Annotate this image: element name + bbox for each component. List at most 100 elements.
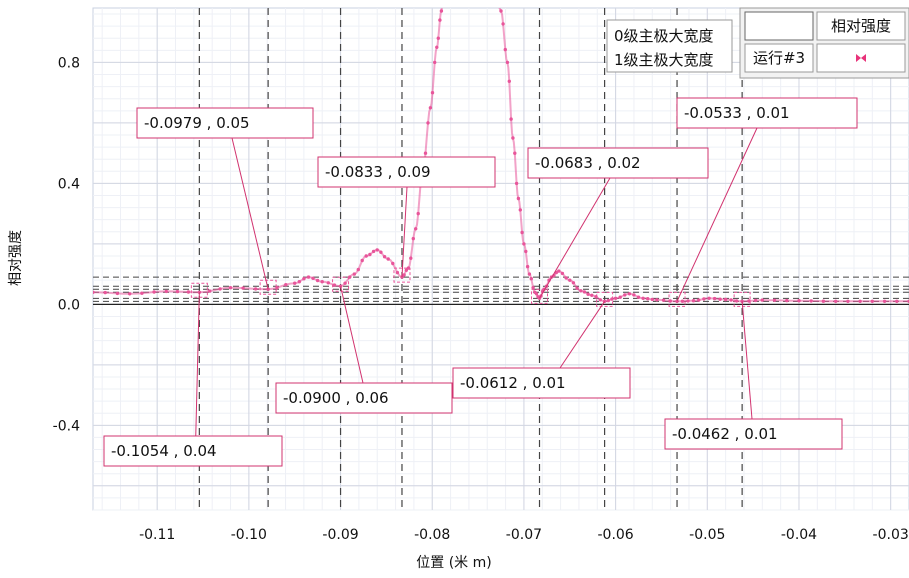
x-tick-labels: -0.11 -0.10 -0.09 -0.08 -0.07 -0.06 -0.05 -0.04… bbox=[139, 527, 909, 543]
data-point bbox=[846, 299, 850, 303]
series-group bbox=[93, 8, 909, 303]
annotation-leader bbox=[559, 301, 606, 369]
data-point bbox=[356, 267, 360, 272]
data-point bbox=[560, 271, 565, 276]
mode-label-box: 0级主极大宽度 1级主极大宽度 bbox=[606, 19, 733, 73]
annotation-label: -0.0683 , 0.02 bbox=[535, 154, 641, 172]
data-point bbox=[834, 299, 838, 303]
data-point bbox=[529, 277, 533, 281]
data-point bbox=[371, 249, 376, 254]
legend-color-swatch[interactable] bbox=[744, 11, 814, 41]
data-point bbox=[364, 254, 368, 258]
y-axis-title: 相对强度 bbox=[8, 230, 24, 286]
data-point bbox=[306, 275, 311, 279]
x-tick-label: -0.11 bbox=[139, 527, 175, 543]
data-point bbox=[627, 292, 632, 296]
x-axis-title: 位置 (米 m) bbox=[416, 555, 491, 571]
series-line bbox=[93, 8, 909, 303]
data-point bbox=[253, 287, 258, 291]
data-point bbox=[115, 291, 120, 296]
data-point bbox=[302, 277, 306, 281]
data-point bbox=[140, 291, 144, 295]
data-point bbox=[613, 296, 618, 300]
annotation-label: -0.0900 , 0.06 bbox=[283, 389, 389, 407]
data-point bbox=[402, 273, 406, 277]
data-point bbox=[375, 248, 379, 252]
data-point bbox=[360, 258, 364, 263]
data-point bbox=[691, 299, 696, 303]
data-point bbox=[882, 299, 887, 303]
data-point bbox=[368, 252, 372, 257]
data-point bbox=[409, 256, 413, 260]
x-tick-label: -0.05 bbox=[689, 527, 725, 543]
data-point bbox=[507, 79, 511, 84]
mode-label-1: 1级主极大宽度 bbox=[614, 51, 714, 69]
data-point bbox=[641, 296, 645, 300]
y-tick-labels: -0.4 0.0 0.4 0.8 bbox=[53, 55, 80, 434]
x-tick-label: -0.04 bbox=[781, 527, 817, 543]
data-point bbox=[527, 272, 532, 276]
data-point bbox=[590, 293, 594, 297]
data-point bbox=[655, 298, 659, 302]
data-point bbox=[636, 295, 641, 299]
data-point bbox=[598, 298, 602, 302]
data-point bbox=[646, 297, 650, 301]
y-tick-label: 0.4 bbox=[58, 176, 80, 192]
data-point bbox=[320, 280, 324, 284]
y-tick-label: 0.8 bbox=[58, 55, 80, 71]
annotation-label: -0.0979 , 0.05 bbox=[144, 114, 250, 132]
data-point bbox=[522, 242, 526, 246]
data-point bbox=[386, 257, 390, 261]
annotation-5: -0.0612 , 0.01 bbox=[452, 291, 631, 399]
annotation-label: -0.1054 , 0.04 bbox=[111, 442, 217, 460]
data-point bbox=[772, 298, 777, 302]
data-point bbox=[509, 117, 513, 121]
data-point bbox=[797, 299, 801, 303]
annotation-box bbox=[103, 435, 283, 467]
legend-bowtie-icon bbox=[856, 54, 866, 62]
data-point bbox=[404, 268, 408, 272]
data-point bbox=[439, 9, 444, 13]
data-point bbox=[436, 36, 440, 40]
y-tick-label: -0.4 bbox=[53, 418, 80, 434]
data-point bbox=[428, 106, 433, 110]
data-point bbox=[516, 196, 521, 201]
data-point bbox=[582, 290, 587, 294]
annotation-box bbox=[664, 418, 843, 450]
annotation-label: -0.0833 , 0.09 bbox=[325, 163, 431, 181]
legend: 相对强度 运行#3 bbox=[739, 7, 909, 79]
x-tick-label: -0.09 bbox=[322, 527, 358, 543]
data-point bbox=[513, 151, 517, 155]
data-point bbox=[702, 297, 706, 301]
data-point bbox=[293, 281, 297, 285]
data-point bbox=[707, 296, 711, 300]
legend-run-label: 运行#3 bbox=[753, 49, 805, 67]
x-tick-label: -0.07 bbox=[506, 527, 542, 543]
legend-run-cell[interactable] bbox=[744, 43, 814, 73]
data-point bbox=[618, 295, 622, 299]
annotation-layer: -0.1054 , 0.04 -0.0979 , 0.05 -0.0900 , 0.… bbox=[103, 97, 858, 467]
data-point bbox=[411, 236, 415, 241]
data-point bbox=[514, 181, 519, 186]
data-point bbox=[430, 91, 435, 95]
data-point bbox=[586, 292, 590, 296]
data-point bbox=[152, 290, 156, 294]
annotation-box bbox=[317, 156, 496, 188]
data-point bbox=[128, 292, 132, 296]
data-point bbox=[414, 227, 418, 231]
data-point bbox=[311, 276, 315, 280]
annotation-6: -0.0533 , 0.01 bbox=[668, 97, 858, 307]
annotation-marker bbox=[668, 291, 686, 307]
data-point bbox=[606, 298, 610, 303]
data-point bbox=[734, 299, 739, 303]
data-point bbox=[241, 286, 245, 290]
data-point bbox=[740, 299, 744, 303]
data-point bbox=[503, 47, 507, 52]
data-point bbox=[518, 208, 522, 212]
annotation-0: -0.1054 , 0.04 bbox=[103, 282, 283, 467]
data-point bbox=[416, 211, 420, 216]
annotation-leader bbox=[539, 177, 611, 299]
data-point bbox=[391, 261, 395, 266]
data-point bbox=[395, 270, 400, 275]
